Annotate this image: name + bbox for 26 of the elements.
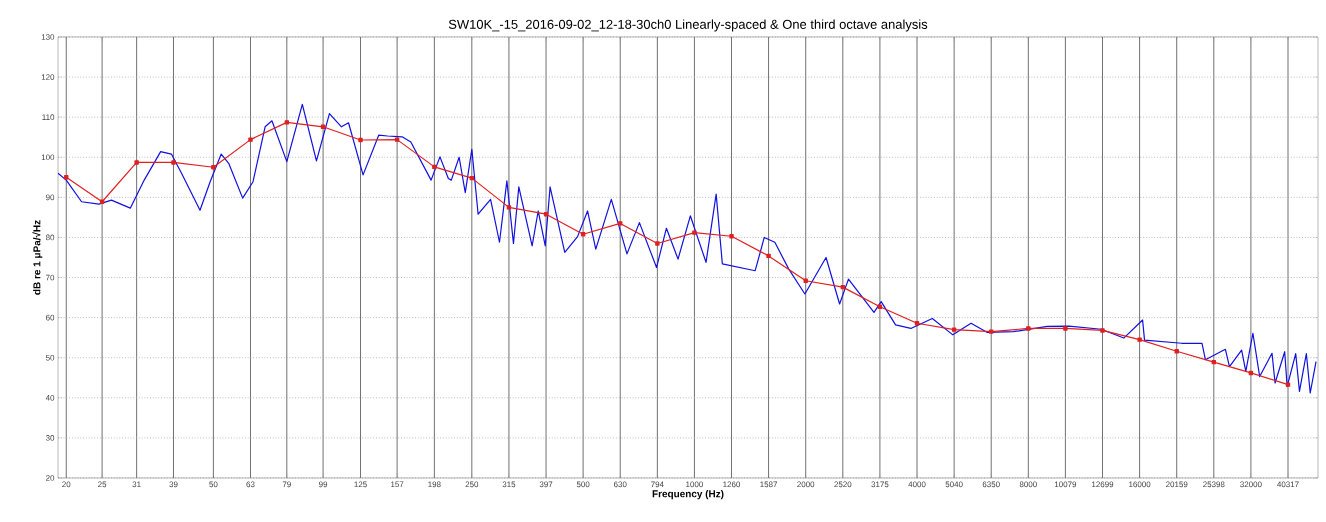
- point: [284, 120, 290, 125]
- y-axis-title: dB re 1 μPa/√Hz: [32, 220, 43, 295]
- point: [989, 329, 994, 334]
- point: [1285, 382, 1291, 387]
- point: [951, 327, 957, 332]
- point: [171, 160, 176, 165]
- point: [358, 137, 363, 143]
- point: [248, 137, 253, 142]
- point: [692, 230, 697, 235]
- point: [394, 137, 400, 142]
- point: [803, 278, 808, 283]
- point: [1174, 349, 1179, 354]
- point: [1063, 326, 1068, 331]
- point: [1137, 337, 1142, 342]
- point: [432, 164, 437, 170]
- point: [655, 241, 660, 246]
- point: [729, 234, 734, 239]
- chart-title: SW10K_-15_2016-09-02_12-18-30ch0 Linearly-spaced & One third octave analysis: [448, 19, 928, 32]
- x-axis-title: Frequency (Hz): [652, 490, 724, 500]
- point: [766, 253, 771, 259]
- point: [506, 205, 512, 210]
- point: [211, 165, 216, 170]
- point: [1100, 328, 1105, 333]
- point: [1026, 326, 1031, 331]
- point: [134, 160, 139, 165]
- point: [618, 221, 623, 226]
